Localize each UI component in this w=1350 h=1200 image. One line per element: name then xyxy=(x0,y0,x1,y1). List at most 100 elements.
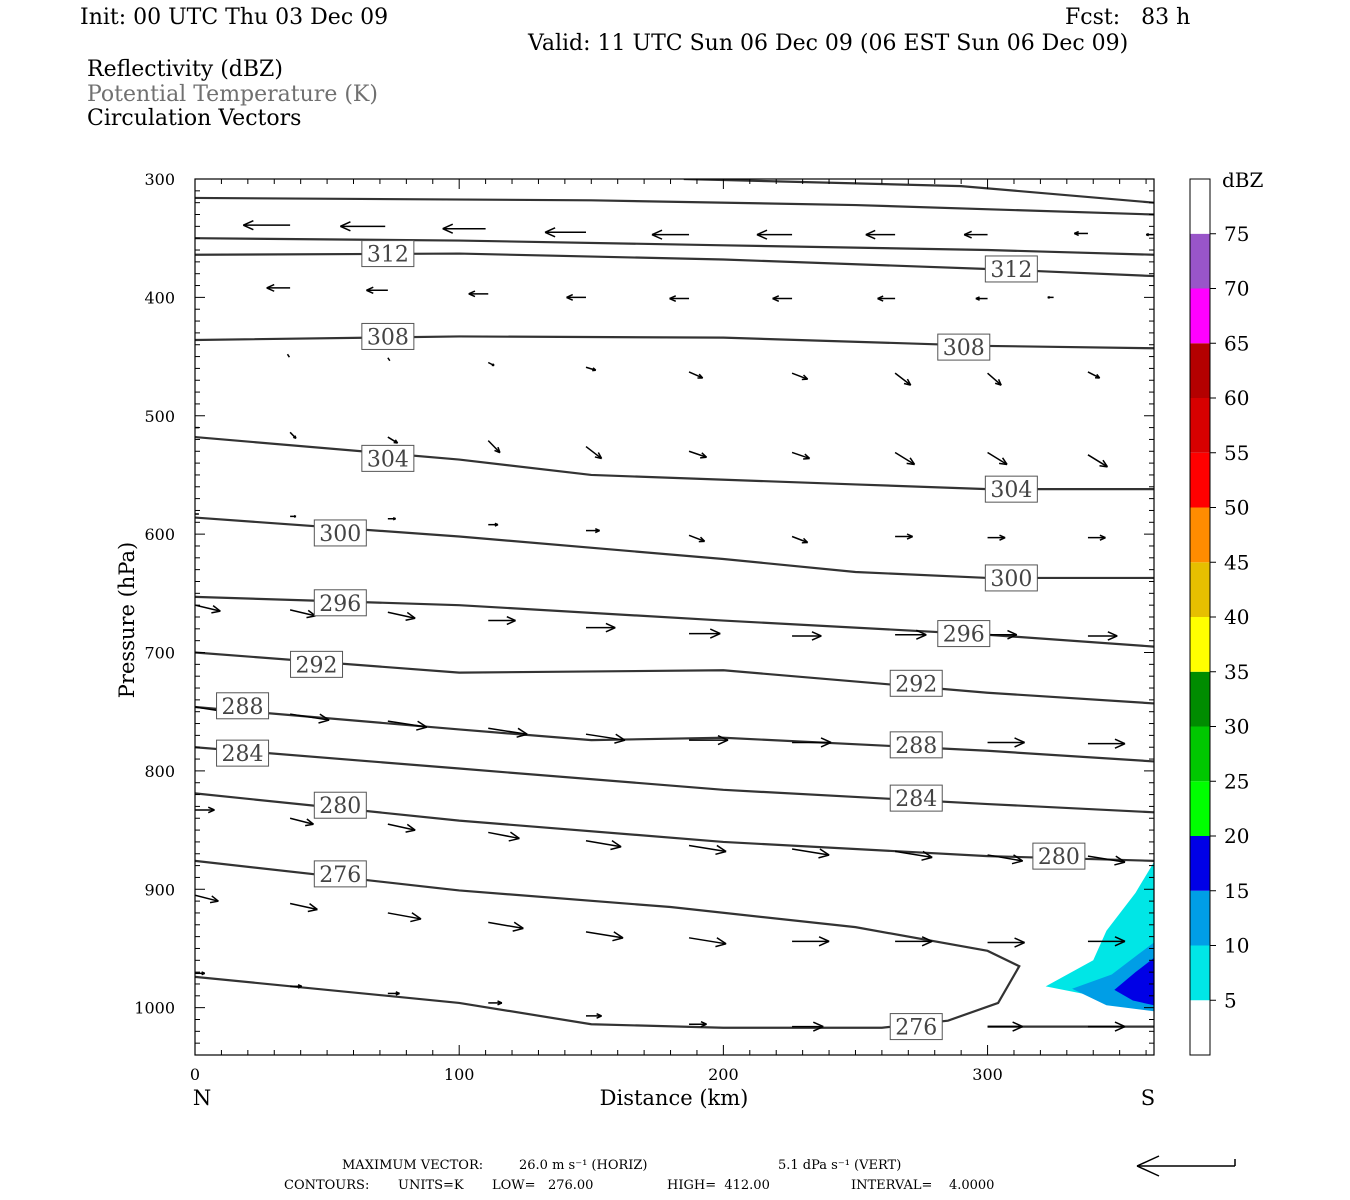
vector-head xyxy=(605,626,616,633)
vector-shaft xyxy=(488,831,520,840)
isentrope-316 xyxy=(195,196,1154,216)
vector-head xyxy=(811,631,822,637)
vector-head xyxy=(211,610,221,614)
contour-label-box xyxy=(313,860,367,888)
vector-head xyxy=(506,615,516,622)
vector-shaft xyxy=(487,440,501,454)
vector-shaft xyxy=(688,371,703,379)
circulation-vector xyxy=(387,516,396,521)
circulation-vector xyxy=(963,230,988,239)
circulation-vector xyxy=(1087,534,1106,541)
vector-head xyxy=(410,918,422,923)
vector-head xyxy=(651,229,663,236)
vector-head xyxy=(717,739,729,746)
vector-shaft xyxy=(987,451,1008,466)
isentrope-308 xyxy=(195,335,1154,350)
circulation-vector xyxy=(488,615,516,626)
contour-label-text: 284 xyxy=(222,742,264,767)
vector-head xyxy=(405,617,416,621)
colorbar-segment xyxy=(1190,836,1210,891)
contour-label-text: 296 xyxy=(319,592,361,617)
contour-label-box xyxy=(313,791,367,819)
vector-head xyxy=(405,829,416,833)
circulation-vector xyxy=(987,937,1025,948)
circulation-vector xyxy=(688,844,727,856)
vector-head xyxy=(820,741,832,748)
circulation-vector xyxy=(585,839,622,851)
contour-label-text: 300 xyxy=(990,567,1032,592)
circulation-vector xyxy=(1087,1021,1126,1032)
vector-head xyxy=(756,229,768,236)
contour-label: 280 xyxy=(1032,842,1086,870)
vector-head xyxy=(877,295,884,300)
circulation-vector xyxy=(289,609,316,619)
contours-label: CONTOURS: xyxy=(284,1178,370,1193)
contour-label-box xyxy=(313,589,367,617)
contour-label: 312 xyxy=(361,240,415,268)
contour-label: 276 xyxy=(313,860,367,888)
vector-shaft xyxy=(387,823,416,831)
vector-head xyxy=(614,739,626,744)
colorbar-segment xyxy=(1190,233,1210,289)
vector-head xyxy=(594,456,602,460)
circulation-vector xyxy=(792,1021,824,1032)
vector-head xyxy=(909,457,916,465)
vector-shaft xyxy=(894,850,933,859)
x-axis-left-end-label: N xyxy=(193,1086,211,1110)
vector-head xyxy=(207,806,215,811)
field-circulation-vectors: Circulation Vectors xyxy=(87,106,302,131)
field-potential-temperature: Potential Temperature (K) xyxy=(87,82,378,107)
circulation-vector xyxy=(488,1000,503,1006)
vector-head xyxy=(506,619,516,626)
circulation-vector xyxy=(791,848,830,859)
isentrope-contours xyxy=(195,179,1154,1029)
circulation-vector xyxy=(895,629,927,640)
circulation-vector xyxy=(585,931,624,942)
vector-head xyxy=(201,972,206,976)
y-tick-label: 800 xyxy=(144,762,175,781)
vector-head xyxy=(812,1025,824,1032)
contour-label-box xyxy=(937,620,991,648)
circulation-vector xyxy=(488,522,499,527)
circulation-vector xyxy=(1087,454,1109,468)
reference-vector-head xyxy=(1136,1155,1160,1167)
colorbar-segment xyxy=(1190,452,1210,508)
circulation-vector xyxy=(566,293,586,301)
vector-head xyxy=(605,622,616,629)
vector-shaft xyxy=(791,451,810,460)
vector-head xyxy=(494,523,499,527)
vector-head xyxy=(975,296,980,300)
vector-shaft xyxy=(688,450,707,458)
vector-head xyxy=(922,850,933,859)
vector-head xyxy=(916,634,927,640)
vector-head xyxy=(865,229,876,236)
vector-shaft xyxy=(289,713,330,721)
colorbar-segment xyxy=(1190,890,1210,946)
vector-head xyxy=(211,895,219,902)
vector-head xyxy=(508,837,520,842)
circulation-vector xyxy=(1087,738,1126,749)
vector-head xyxy=(512,927,524,932)
vector-shaft xyxy=(1087,454,1108,468)
circulation-vector xyxy=(340,221,386,232)
circulation-vector xyxy=(387,823,416,833)
circulation-vector xyxy=(387,436,399,444)
forecast-hour: Fcst: 83 h xyxy=(1065,5,1191,30)
vector-head xyxy=(669,297,677,303)
contour-label-text: 280 xyxy=(1038,845,1080,870)
isentrope-316 xyxy=(683,179,1154,204)
contour-label: 280 xyxy=(313,791,367,819)
circulation-vector xyxy=(488,727,528,738)
vector-head xyxy=(1011,860,1023,865)
vector-head xyxy=(393,441,398,444)
vector-head xyxy=(804,453,811,460)
circulation-vector xyxy=(894,850,933,861)
contour-label-box xyxy=(889,784,943,812)
vector-head xyxy=(1114,936,1126,943)
circulation-vector xyxy=(1087,371,1101,379)
contour-label: 300 xyxy=(313,519,367,547)
vector-head xyxy=(994,382,1002,386)
vector-head xyxy=(293,515,297,518)
colorbar-segment xyxy=(1190,562,1210,617)
